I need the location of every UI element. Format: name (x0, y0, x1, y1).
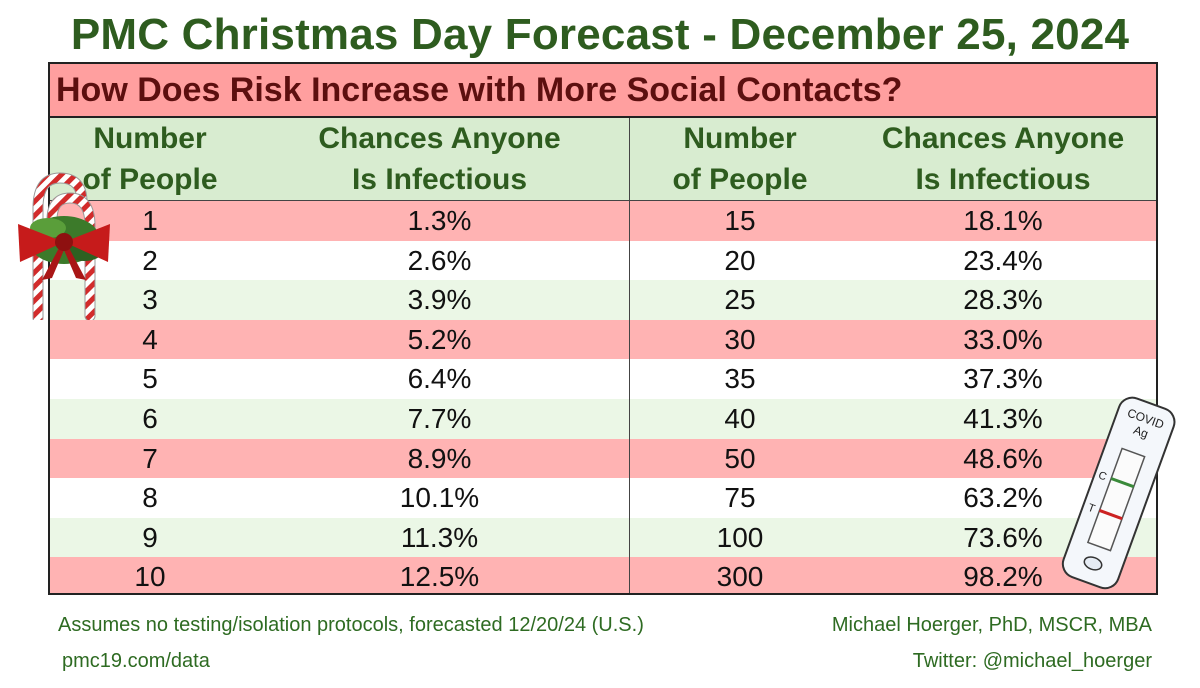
cell-chance-right: 18.1% (963, 205, 1043, 236)
cell-chance-right: 33.0% (963, 323, 1043, 355)
cell-people-right: 20 (724, 244, 756, 276)
page-title: PMC Christmas Day Forecast - December 25… (70, 10, 1130, 59)
test-mark-c: C (1097, 469, 1109, 483)
cell-people-right: 40 (724, 402, 756, 434)
footer-twitter[interactable]: Twitter: @michael_hoerger (912, 650, 1152, 672)
cell-chance-right: 28.3% (963, 284, 1043, 316)
footer-author: Michael Hoerger, PhD, MSCR, MBA (831, 614, 1152, 636)
cell-people-left: 5 (142, 363, 158, 395)
table-row: 9 11.3% 100 73.6% (50, 517, 1156, 558)
cell-chance-right: 23.4% (963, 244, 1043, 276)
table-subtitle: How Does Risk Increase with More Social … (50, 64, 1156, 118)
cell-chance-left: 12.5% (250, 557, 630, 593)
cell-chance-left: 11.3% (250, 517, 630, 558)
cell-people-right: 300 (716, 561, 764, 593)
test-mark-t: T (1086, 502, 1097, 516)
cell-people-left: 7 (142, 442, 158, 474)
cell-people-left: 9 (142, 521, 158, 553)
table-row: 10 12.5% 300 98.2% (50, 557, 1156, 593)
footer-note: Assumes no testing/isolation protocols, … (58, 614, 644, 636)
cell-chance-right: 98.2% (963, 561, 1043, 593)
cell-chance-left: 5.2% (250, 319, 630, 360)
table-body: 1 1.3% 15 18.1% 2 2.6% 20 23.4% 3 3.9% 25 28.3% 4 5.2… (50, 201, 1156, 593)
footer-link[interactable]: pmc19.com/data (62, 650, 210, 672)
cell-people-right: 100 (716, 521, 764, 553)
cell-chance-right: 37.3% (963, 363, 1043, 395)
cell-people-left: 4 (142, 323, 158, 355)
table-row: 7 8.9% 50 48.6% (50, 438, 1156, 479)
risk-table: How Does Risk Increase with More Social … (48, 62, 1158, 595)
cell-chance-right: 48.6% (963, 442, 1043, 474)
table-row: 1 1.3% 15 18.1% (50, 201, 1156, 241)
covid-test-strip-icon: COVID Ag C T (1061, 396, 1176, 590)
header-chance-right-line1: Chances Anyone (881, 122, 1125, 155)
table-row: 3 3.9% 25 28.3% (50, 280, 1156, 320)
cell-people-right: 30 (724, 323, 756, 355)
header-people-left-line1: Number (93, 122, 207, 155)
header-chance-left: Chances Anyone Is Infectious (250, 118, 630, 200)
cell-chance-left: 6.4% (250, 359, 630, 399)
cell-people-left: 2 (142, 244, 158, 276)
cell-people-right: 35 (724, 363, 756, 395)
cell-chance-left: 2.6% (250, 240, 630, 281)
cell-chance-right: 41.3% (963, 402, 1043, 434)
cell-chance-left: 1.3% (250, 201, 630, 241)
table-header-row: Number of People Chances Anyone Is Infec… (50, 118, 1156, 201)
cell-people-right: 15 (724, 205, 756, 236)
header-chance-right: Chances Anyone Is Infectious (850, 118, 1156, 200)
cell-chance-left: 8.9% (250, 438, 630, 479)
cell-people-left: 8 (142, 482, 158, 514)
header-people-right-line2: of People (672, 163, 808, 196)
table-row: 2 2.6% 20 23.4% (50, 240, 1156, 281)
table-row: 4 5.2% 30 33.0% (50, 319, 1156, 360)
table-row: 5 6.4% 35 37.3% (50, 359, 1156, 399)
cell-chance-left: 7.7% (250, 398, 630, 439)
test-label-line2: Ag (1132, 423, 1151, 441)
header-people-right: Number of People (630, 118, 850, 200)
header-chance-right-line2: Is Infectious (915, 163, 1091, 196)
cell-chance-left: 3.9% (250, 280, 630, 320)
header-people-right-line1: Number (683, 122, 797, 155)
cell-chance-right: 63.2% (963, 482, 1043, 514)
header-chance-left-line2: Is Infectious (351, 163, 528, 196)
header-people-left-line2: of People (82, 163, 218, 196)
candy-cane-bow-icon (18, 172, 110, 320)
cell-chance-right: 73.6% (963, 521, 1043, 553)
cell-people-left: 6 (142, 402, 158, 434)
cell-people-left: 1 (142, 205, 158, 236)
cell-people-right: 50 (724, 442, 756, 474)
cell-people-right: 75 (724, 482, 756, 514)
cell-chance-left: 10.1% (250, 478, 630, 518)
table-row: 6 7.7% 40 41.3% (50, 398, 1156, 439)
cell-people-right: 25 (724, 284, 756, 316)
header-chance-left-line1: Chances Anyone (318, 122, 561, 155)
table-row: 8 10.1% 75 63.2% (50, 478, 1156, 518)
cell-people-left: 3 (142, 284, 158, 316)
cell-people-left: 10 (134, 561, 166, 593)
header-people-left: Number of People (50, 118, 250, 200)
